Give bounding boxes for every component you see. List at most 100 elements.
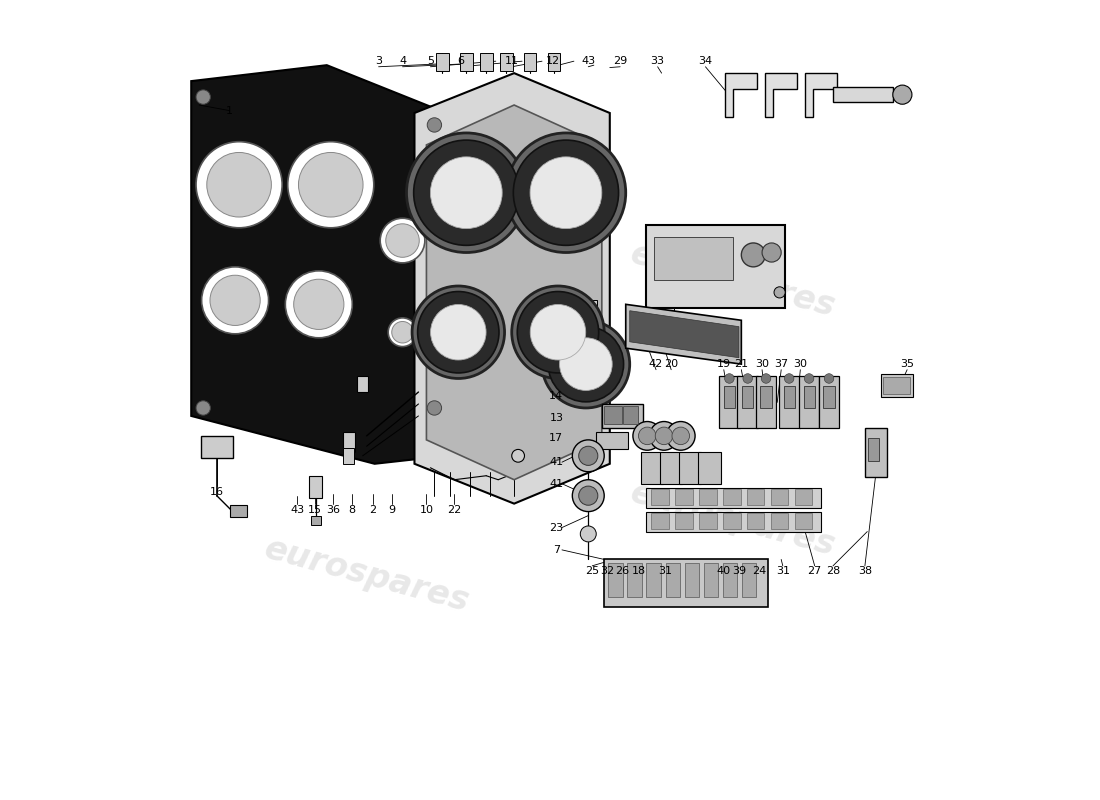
Text: 22: 22 [448, 505, 462, 515]
Bar [647, 563, 661, 597]
Bar [480, 54, 493, 70]
Bar [881, 374, 913, 397]
Bar [747, 514, 764, 529]
Circle shape [298, 153, 363, 217]
Bar [660, 452, 682, 484]
Text: 32: 32 [601, 566, 615, 577]
Text: 17: 17 [549, 434, 563, 443]
Bar [627, 563, 641, 597]
Circle shape [632, 422, 661, 450]
Text: 15: 15 [308, 505, 322, 515]
Bar [572, 300, 597, 318]
Circle shape [412, 286, 505, 378]
Text: 30: 30 [793, 359, 807, 369]
Circle shape [672, 427, 690, 445]
Bar [868, 438, 879, 461]
Text: 29: 29 [613, 56, 627, 66]
Circle shape [512, 286, 604, 378]
Polygon shape [427, 105, 602, 480]
Bar [719, 376, 739, 428]
Circle shape [506, 133, 626, 253]
Bar [624, 406, 638, 424]
Circle shape [638, 427, 656, 445]
Bar [760, 386, 771, 408]
Circle shape [560, 338, 613, 390]
Circle shape [512, 450, 525, 462]
Text: 41: 41 [549, 457, 563, 467]
Bar [499, 54, 513, 70]
Text: 9: 9 [388, 505, 396, 515]
Circle shape [774, 286, 785, 298]
Text: 12: 12 [546, 56, 560, 66]
Text: 21: 21 [735, 359, 748, 369]
Bar [747, 490, 764, 506]
Circle shape [542, 320, 629, 408]
Circle shape [741, 243, 766, 267]
Text: 37: 37 [774, 359, 789, 369]
Bar [651, 514, 669, 529]
Bar [704, 563, 718, 597]
Circle shape [517, 291, 598, 373]
Circle shape [514, 140, 618, 246]
Circle shape [548, 326, 624, 402]
Bar [737, 376, 758, 428]
Bar [799, 376, 820, 428]
Circle shape [579, 486, 597, 506]
Bar [646, 488, 821, 508]
Text: 27: 27 [807, 566, 822, 577]
Circle shape [656, 427, 673, 445]
Text: 38: 38 [858, 566, 872, 577]
Circle shape [650, 422, 679, 450]
Text: 5: 5 [427, 56, 433, 66]
Bar [865, 428, 888, 478]
Text: 18: 18 [631, 566, 646, 577]
Text: 6: 6 [458, 56, 464, 66]
Bar [723, 514, 740, 529]
Text: 23: 23 [549, 522, 563, 533]
Text: 11: 11 [505, 56, 519, 66]
Bar [309, 476, 322, 498]
Circle shape [804, 374, 814, 383]
Bar [602, 404, 644, 428]
Circle shape [294, 279, 344, 330]
Bar [343, 448, 354, 464]
Circle shape [530, 305, 585, 360]
Bar [548, 54, 560, 70]
Bar [641, 452, 663, 484]
Text: 4: 4 [399, 56, 406, 66]
Circle shape [430, 157, 503, 229]
Bar [771, 490, 789, 506]
Bar [201, 436, 233, 458]
Bar [700, 514, 716, 529]
Bar [771, 514, 789, 529]
Text: 1: 1 [226, 106, 233, 116]
Bar [742, 563, 757, 597]
Bar [818, 376, 839, 428]
Text: 41: 41 [549, 478, 563, 489]
Circle shape [381, 218, 425, 263]
Text: 19: 19 [717, 359, 730, 369]
Text: 8: 8 [349, 505, 356, 515]
Text: eurospares: eurospares [627, 476, 839, 563]
Text: 40: 40 [717, 566, 730, 577]
Text: 31: 31 [776, 566, 790, 577]
Bar [675, 490, 693, 506]
Bar [724, 386, 735, 408]
Polygon shape [725, 73, 757, 117]
Text: 28: 28 [826, 566, 840, 577]
Bar [604, 406, 622, 424]
Bar [833, 87, 893, 102]
Bar [679, 452, 702, 484]
Text: 43: 43 [290, 505, 305, 515]
Bar [803, 386, 815, 408]
Bar [666, 563, 680, 597]
Circle shape [207, 153, 272, 217]
Bar [824, 386, 835, 408]
Circle shape [572, 440, 604, 472]
Bar [653, 237, 734, 281]
Circle shape [824, 374, 834, 383]
Polygon shape [766, 73, 797, 117]
Circle shape [414, 140, 519, 246]
Circle shape [725, 374, 734, 383]
Text: eurospares: eurospares [261, 532, 473, 618]
